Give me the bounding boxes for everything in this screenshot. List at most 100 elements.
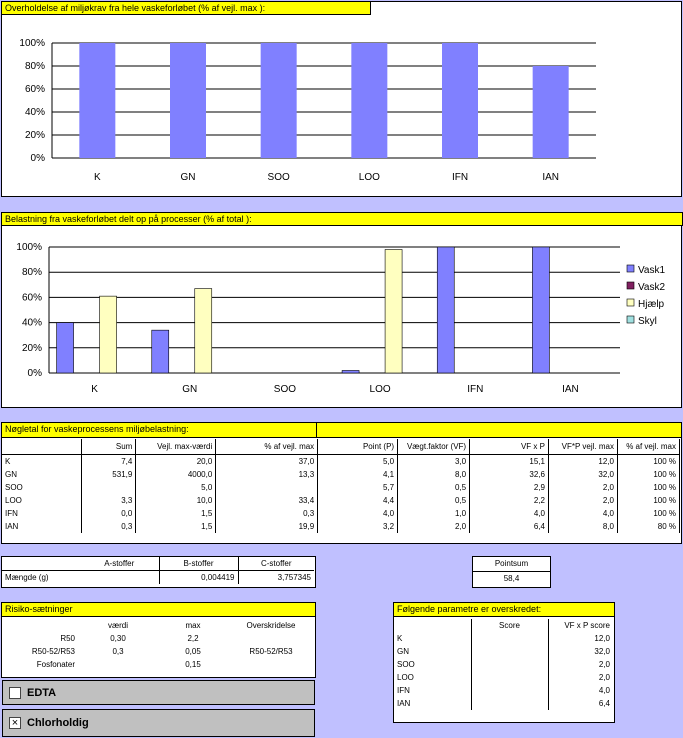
chart2-bar-vask1 xyxy=(56,322,74,374)
chart2-xtick-label: IFN xyxy=(467,384,483,395)
noegle-header: Vægt.faktor (VF) xyxy=(397,439,471,455)
param-row: SOO 2,0 xyxy=(394,658,613,671)
chart1-bar xyxy=(260,43,297,158)
param-cell: LOO xyxy=(397,673,414,682)
chlorholdig-label: Chlorholdig xyxy=(27,717,89,729)
chlorholdig-checkbox-row[interactable]: × Chlorholdig xyxy=(2,709,315,737)
chart1-xtick-label: K xyxy=(94,172,101,183)
noegle-cell: 1,0 xyxy=(397,507,471,520)
stoffer-value xyxy=(80,570,160,584)
noegle-header xyxy=(2,439,83,455)
chart2-xtick-label: LOO xyxy=(370,384,391,395)
noegle-cell: GN xyxy=(2,468,83,481)
noegle-header: VF x P xyxy=(469,439,549,455)
noegle-cell: 2,9 xyxy=(469,481,549,494)
chart1-ytick-label: 80% xyxy=(25,61,45,72)
risiko-cell: 0,15 xyxy=(185,660,201,669)
noegle-row: IFN 0,0 1,5 0,3 4,0 1,0 4,0 4,0 100 % xyxy=(2,507,681,520)
noegle-cell: 2,0 xyxy=(548,494,618,507)
noegle-cell: 0,5 xyxy=(397,481,471,494)
chart2-bar-hjælp xyxy=(99,295,117,374)
chart2-bar-vask1 xyxy=(151,329,170,374)
param-cell: K xyxy=(397,634,403,643)
noegle-table: Sum Vejl. max-værdi % af vejl. max Point… xyxy=(2,439,681,533)
noegle-cell xyxy=(215,481,319,494)
risiko-header xyxy=(2,619,78,632)
chart2-legend-swatch xyxy=(626,315,635,324)
noegle-cell: 8,0 xyxy=(548,520,618,533)
noegle-header: Sum xyxy=(81,439,137,455)
noegle-cell: 100 % xyxy=(617,481,681,494)
stoffer-label: Mængde (g) xyxy=(5,573,49,582)
noegle-cell: IFN xyxy=(2,507,83,520)
chart1-xtick-label: IAN xyxy=(542,172,559,183)
noegle-cell: 0,3 xyxy=(81,520,137,533)
noegle-header: % af vejl. max xyxy=(215,439,319,455)
noegle-cell: 2,2 xyxy=(469,494,549,507)
param-table: Score VF x P score K 12,0 GN 32,0 SOO 2,0 LOO 2… xyxy=(394,619,613,710)
noegle-cell: 19,9 xyxy=(215,520,319,533)
param-header: VF x P score xyxy=(564,621,610,630)
noegle-cell: 1,5 xyxy=(135,507,217,520)
risiko-cell: 0,05 xyxy=(185,647,201,656)
stoffer-header: B-stoffer xyxy=(159,557,239,571)
chart2-legend-swatch xyxy=(626,298,635,307)
chlorholdig-checkbox[interactable]: × xyxy=(9,717,21,729)
chart2-legend-swatch xyxy=(626,264,635,273)
noegle-cell: 10,0 xyxy=(135,494,217,507)
chart1-xtick-label: SOO xyxy=(268,172,290,183)
stoffer-table: A-stoffer B-stoffer C-stoffer Mængde (g)… xyxy=(2,557,314,584)
chart2-legend-label: Skyl xyxy=(638,316,657,327)
chart1-bar xyxy=(442,43,478,158)
param-cell xyxy=(470,671,549,684)
risiko-row: Fosfonater 0,15 xyxy=(2,658,314,671)
edta-checkbox-row[interactable]: EDTA xyxy=(2,680,315,705)
pointsum-label: Pointsum xyxy=(473,559,550,572)
noegle-cell: SOO xyxy=(2,481,83,494)
chart2-ytick-label: 100% xyxy=(16,242,42,253)
chart1-xtick-label: IFN xyxy=(452,172,468,183)
param-header xyxy=(394,619,471,632)
risiko-cell: 0,30 xyxy=(110,634,126,643)
chart2-ytick-label: 0% xyxy=(28,368,43,379)
chart2-xtick-label: IAN xyxy=(562,384,579,395)
noegle-cell: 2,0 xyxy=(548,481,618,494)
chart2-bar-vask1 xyxy=(341,370,360,374)
edta-checkbox[interactable] xyxy=(9,687,21,699)
chart1-bar xyxy=(532,66,569,158)
noegle-cell: 5,7 xyxy=(317,481,399,494)
noegle-cell: 0,0 xyxy=(81,507,137,520)
risiko-cell: R50-52/R53 xyxy=(31,647,75,656)
chart1-ytick-label: 40% xyxy=(25,107,45,118)
noegle-cell: 1,5 xyxy=(135,520,217,533)
noegle-cell: 3,3 xyxy=(81,494,137,507)
chart2-xtick-label: GN xyxy=(182,384,197,395)
param-header: Score xyxy=(470,619,549,632)
chart1-bar xyxy=(170,43,206,158)
param-cell: IFN xyxy=(397,686,410,695)
noegle-header: Vejl. max-værdi xyxy=(135,439,217,455)
chart1-xtick-label: LOO xyxy=(359,172,380,183)
noegle-cell: 6,4 xyxy=(469,520,549,533)
noegle-cell: 8,0 xyxy=(397,468,471,481)
noegle-cell: 531,9 xyxy=(81,468,137,481)
noegle-cell: K xyxy=(2,454,83,468)
stoffer-value: 3,757345 xyxy=(277,573,311,582)
risiko-cell xyxy=(78,658,158,671)
noegle-cell: 20,0 xyxy=(135,454,217,468)
param-row: GN 32,0 xyxy=(394,645,613,658)
param-cell: 2,0 xyxy=(598,660,610,669)
noegle-cell: 4,0 xyxy=(548,507,618,520)
risiko-cell: 0,3 xyxy=(112,647,124,656)
chart1-title: Overholdelse af miljøkrav fra hele vaske… xyxy=(1,1,371,15)
noegle-cell: 4,1 xyxy=(317,468,399,481)
param-cell: IAN xyxy=(397,699,411,708)
chart1-ytick-label: 20% xyxy=(25,130,45,141)
chart1-bar xyxy=(351,43,388,158)
param-cell: 12,0 xyxy=(594,634,610,643)
param-row: IAN 6,4 xyxy=(394,697,613,710)
risiko-header: max xyxy=(185,621,201,630)
noegle-cell: 32,6 xyxy=(469,468,549,481)
noegle-title-fill xyxy=(316,422,682,438)
stoffer-header: A-stoffer xyxy=(80,557,160,571)
